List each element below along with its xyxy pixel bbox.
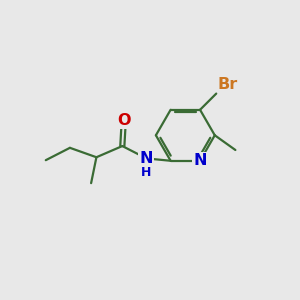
Text: O: O xyxy=(117,112,130,128)
Text: N: N xyxy=(193,153,207,168)
Text: H: H xyxy=(141,166,152,179)
Text: Br: Br xyxy=(218,77,238,92)
Text: N: N xyxy=(140,151,153,166)
